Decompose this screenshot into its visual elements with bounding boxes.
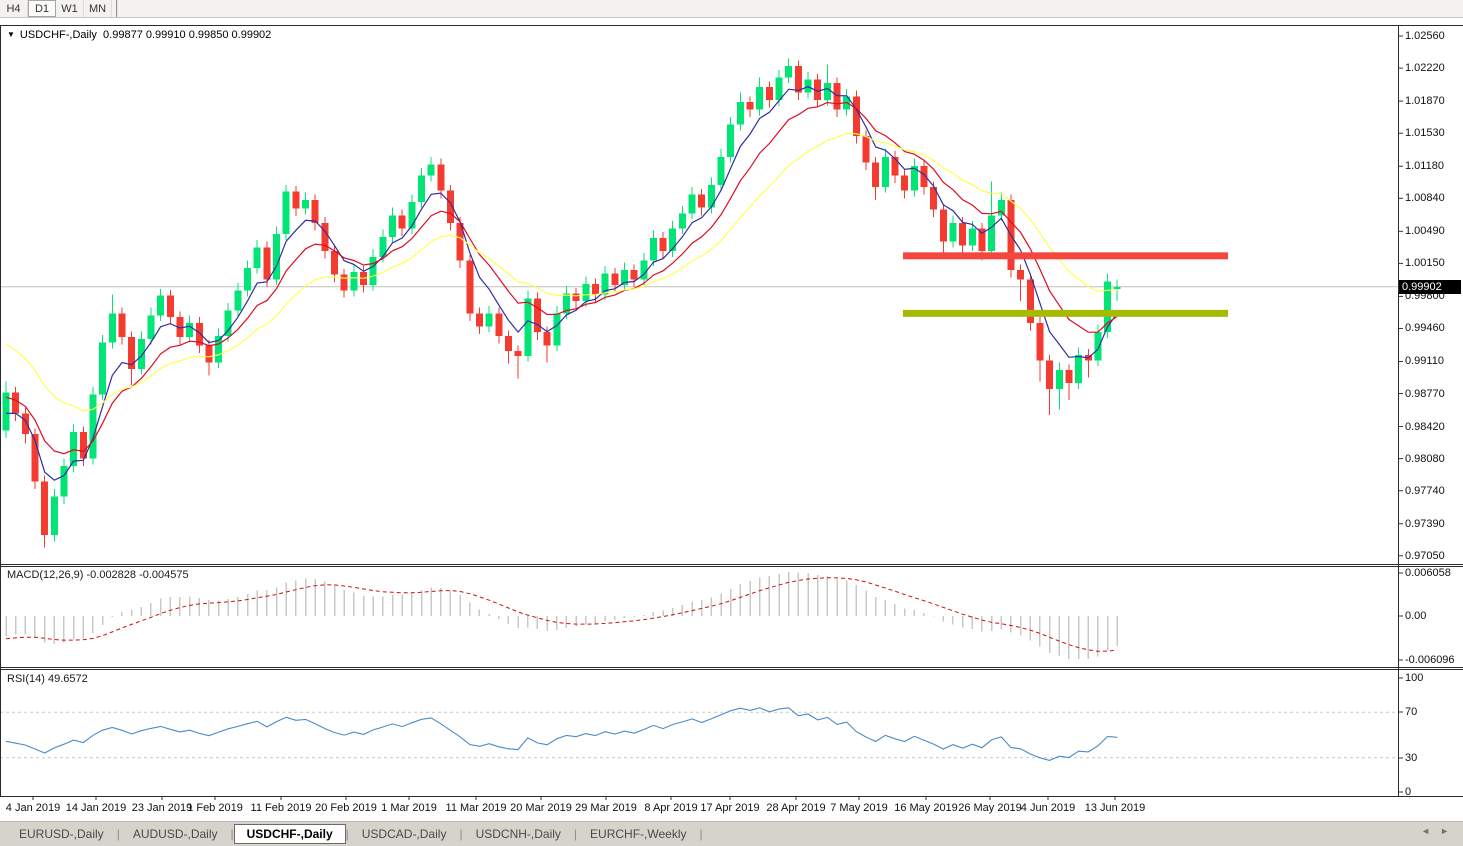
date-axis-label: 4 Jun 2019 (1020, 802, 1076, 814)
macd-label: MACD(12,26,9) -0.002828 -0.004575 (7, 569, 189, 581)
current-price-badge: 0.99902 (1399, 280, 1461, 294)
date-axis-label: 11 Mar 2019 (445, 802, 507, 814)
rsi-axis-30: 30 (1405, 752, 1418, 764)
price-axis-label: 1.00490 (1405, 225, 1445, 238)
macd-axis-top: 0.006058 (1405, 567, 1451, 579)
rsi-axis-70: 70 (1405, 706, 1418, 718)
price-axis-label: 1.00150 (1405, 257, 1445, 270)
timeframe-button-h4[interactable]: H4 (0, 0, 28, 17)
price-axis-label: 1.01870 (1405, 95, 1445, 108)
tab-scroll-left-icon[interactable]: ◄ (1421, 826, 1431, 836)
date-axis-label: 13 Jun 2019 (1084, 802, 1146, 814)
tab-separator: | (573, 827, 578, 841)
rsi-line (5, 707, 1118, 761)
ohlc-close: 0.99902 (231, 29, 272, 41)
tab-separator: | (345, 827, 349, 841)
date-axis-label: 23 Jan 2019 (131, 802, 193, 814)
ohlc-open: 0.99877 (103, 29, 143, 41)
rsi-axis-0: 0 (1405, 786, 1412, 798)
date-axis-label: 29 Mar 2019 (575, 802, 637, 814)
price-axis-label: 0.97740 (1405, 484, 1445, 497)
tab-usdcad[interactable]: USDCAD-,Daily (361, 827, 447, 841)
candles-layer (2, 58, 1121, 548)
support-line[interactable] (903, 309, 1228, 317)
date-axis-label: 20 Feb 2019 (315, 802, 377, 814)
ma-fast-blue (6, 86, 1118, 481)
date-axis-label: 4 Jan 2019 (5, 802, 61, 814)
date-axis-label: 28 Apr 2019 (766, 802, 826, 814)
price-axis-label: 0.97050 (1405, 549, 1445, 562)
tab-scroll-right-icon[interactable]: ► (1440, 826, 1449, 836)
date-axis-label: 7 May 2019 (830, 802, 888, 814)
symbol-tabs: EURUSD-,Daily | AUDUSD-,Daily | USDCHF-,Dail… (6, 824, 703, 844)
timeframe-button-mn[interactable]: MN (84, 0, 112, 17)
rsi-label: RSI(14) 49.6572 (7, 673, 88, 685)
price-axis-label: 0.99110 (1405, 355, 1444, 368)
ma-slow-yellow (5, 132, 1118, 412)
price-axis-label: 0.99460 (1405, 322, 1445, 335)
price-axis-label: 1.02560 (1405, 30, 1445, 43)
timeframe-toolbar: H4 D1 W1 MN (0, 0, 1463, 18)
date-axis-label: 17 Apr 2019 (700, 802, 760, 814)
tab-audusd[interactable]: AUDUSD-,Daily (132, 827, 218, 841)
date-axis-label: 14 Jan 2019 (65, 802, 127, 814)
macd-main-value: -0.002828 (86, 569, 137, 581)
tab-separator: | (459, 827, 463, 841)
macd-histogram (5, 572, 1118, 660)
price-axis-label: 1.00840 (1405, 192, 1445, 205)
price-axis-label: 1.02220 (1405, 62, 1445, 75)
macd-axis-bottom: -0.006096 (1405, 654, 1455, 666)
date-axis-label: 11 Feb 2019 (250, 802, 312, 814)
symbol-tabbar: EURUSD-,Daily | AUDUSD-,Daily | USDCHF-,Dail… (0, 821, 1463, 846)
macd-signal-value: -0.004575 (139, 569, 189, 581)
rsi-value: 49.6572 (47, 673, 88, 685)
resistance-line[interactable] (903, 252, 1228, 260)
ohlc-high: 0.99910 (145, 29, 186, 41)
tab-separator: | (699, 827, 703, 841)
price-axis-label: 0.97390 (1405, 517, 1445, 530)
date-axis-label: 20 Mar 2019 (510, 802, 572, 814)
chart-title: ▼ USDCHF-,Daily 0.99877 0.99910 0.99850 0… (7, 29, 271, 41)
rsi-axis-100: 100 (1405, 672, 1424, 684)
ma-mid-red (5, 101, 1118, 455)
date-axis-label: 8 Apr 2019 (644, 802, 698, 814)
date-axis-label: 1 Mar 2019 (381, 802, 437, 814)
chevron-down-icon[interactable]: ▼ (7, 30, 15, 39)
price-axis-label: 0.98420 (1405, 420, 1445, 433)
tab-separator: | (116, 827, 120, 841)
macd-signal-line (5, 577, 1118, 652)
price-axis-label: 1.01180 (1405, 160, 1444, 173)
tab-eurchf[interactable]: EURCHF-,Weekly (590, 827, 687, 841)
tab-separator: | (230, 827, 234, 841)
date-axis-label: 16 May 2019 (894, 802, 958, 814)
macd-axis-zero: 0.00 (1405, 610, 1427, 622)
toolbar-separator (116, 0, 118, 17)
date-axis-label: 1 Feb 2019 (187, 802, 243, 814)
timeframe-button-w1[interactable]: W1 (56, 0, 84, 17)
ohlc-low: 0.99850 (188, 29, 229, 41)
price-axis-label: 0.98770 (1405, 387, 1445, 400)
price-axis-label: 1.01530 (1405, 127, 1445, 140)
chart-symbol-label: USDCHF-,Daily (19, 29, 97, 41)
date-axis-label: 26 May 2019 (958, 802, 1022, 814)
timeframe-button-d1[interactable]: D1 (28, 0, 56, 17)
tab-usdchf[interactable]: USDCHF-,Daily (233, 824, 346, 844)
tab-eurusd[interactable]: EURUSD-,Daily (19, 827, 104, 841)
tab-usdcnh[interactable]: USDCNH-,Daily (475, 827, 561, 841)
price-axis-label: 0.98080 (1405, 452, 1445, 465)
